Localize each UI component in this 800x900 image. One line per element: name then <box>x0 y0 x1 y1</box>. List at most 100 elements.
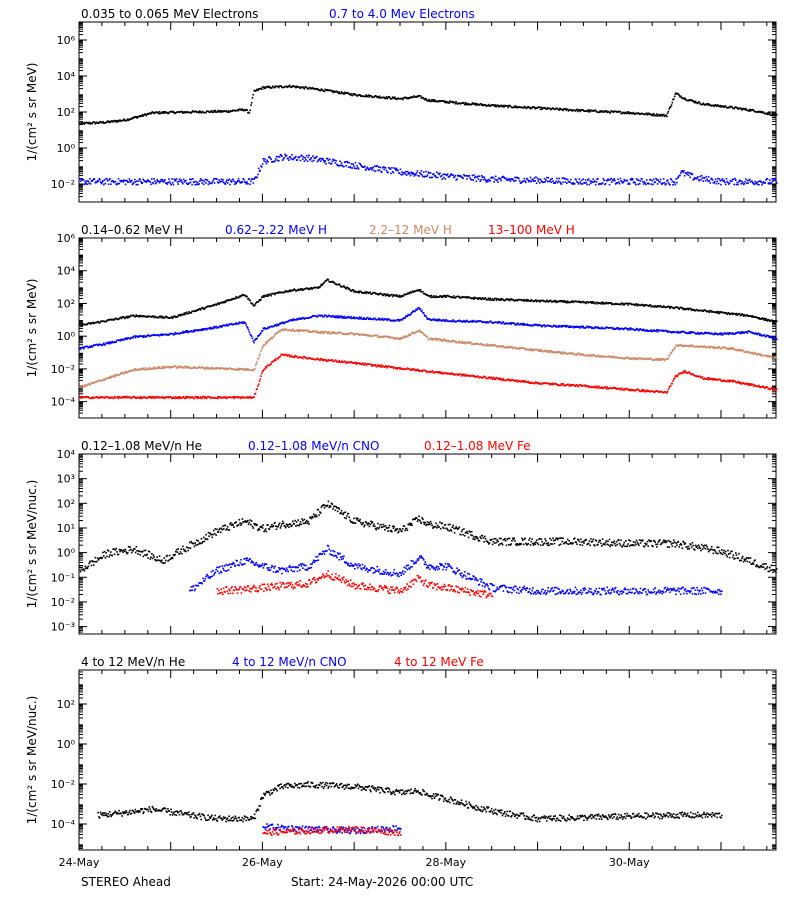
data-point <box>234 181 237 183</box>
data-point <box>360 165 363 167</box>
data-point <box>408 171 410 174</box>
data-point <box>539 178 542 181</box>
data-point <box>201 328 203 330</box>
data-point <box>108 342 110 345</box>
data-point <box>590 109 592 111</box>
data-point <box>533 106 536 109</box>
data-point <box>123 339 125 341</box>
data-point <box>309 86 311 89</box>
data-point <box>188 182 190 185</box>
data-point <box>307 331 310 333</box>
data-point <box>263 343 265 346</box>
data-point <box>446 174 448 176</box>
data-point <box>683 175 686 177</box>
data-point <box>690 332 692 335</box>
data-point <box>443 319 445 321</box>
data-point <box>626 328 629 330</box>
data-point <box>714 181 716 183</box>
data-point <box>89 183 92 185</box>
data-point <box>291 329 293 332</box>
data-point <box>480 179 482 181</box>
data-point <box>337 92 340 95</box>
data-point <box>653 306 656 308</box>
data-point <box>126 338 128 341</box>
data-point <box>601 303 604 305</box>
data-point <box>174 331 176 334</box>
data-point <box>206 179 209 182</box>
data-point <box>668 306 670 308</box>
data-point <box>294 330 296 332</box>
data-point <box>362 318 364 320</box>
data-point <box>582 109 584 111</box>
data-point <box>340 91 343 93</box>
data-point <box>725 312 728 314</box>
data-point <box>357 290 360 293</box>
data-point <box>550 181 553 184</box>
data-point <box>606 179 608 182</box>
data-point <box>671 101 674 104</box>
data-point <box>438 296 440 298</box>
data-point <box>426 316 428 319</box>
data-point <box>514 176 516 179</box>
data-point <box>127 119 130 122</box>
data-point <box>181 331 183 334</box>
data-point <box>527 106 529 108</box>
data-point <box>125 316 128 319</box>
data-point <box>319 157 321 160</box>
data-point <box>702 310 704 313</box>
data-point <box>241 321 244 323</box>
data-point <box>213 304 215 307</box>
data-point <box>542 299 544 302</box>
data-point <box>349 93 351 96</box>
data-point <box>518 180 521 182</box>
data-point <box>433 99 436 101</box>
data-point <box>260 350 262 352</box>
data-point <box>590 182 592 184</box>
data-point <box>97 320 100 323</box>
data-point <box>323 316 325 318</box>
data-point <box>503 106 505 108</box>
data-point <box>134 315 137 318</box>
data-point <box>282 157 285 160</box>
data-point <box>302 317 305 320</box>
data-point <box>137 183 139 186</box>
data-point <box>263 296 265 298</box>
data-point <box>150 183 152 186</box>
data-point <box>270 336 272 339</box>
data-point <box>744 108 746 111</box>
data-point <box>184 331 186 333</box>
data-point <box>745 107 747 110</box>
data-point <box>618 182 621 185</box>
data-point <box>422 171 425 173</box>
data-point <box>170 316 172 319</box>
data-point <box>440 175 443 177</box>
data-point <box>662 306 664 308</box>
data-point <box>487 297 490 300</box>
data-point <box>485 181 488 183</box>
data-point <box>135 116 138 118</box>
data-point <box>770 336 773 338</box>
data-point <box>634 181 636 184</box>
data-point <box>212 180 214 182</box>
data-point <box>731 180 733 182</box>
data-point <box>79 177 81 180</box>
data-point <box>284 153 286 156</box>
data-point <box>299 159 302 162</box>
data-point <box>655 114 657 117</box>
data-point <box>153 366 155 369</box>
data-point <box>134 369 137 372</box>
data-point <box>658 113 660 116</box>
data-point <box>116 120 118 122</box>
data-point <box>502 175 505 178</box>
data-point <box>413 95 416 97</box>
data-point <box>549 325 551 327</box>
data-point <box>544 181 546 183</box>
data-point <box>496 178 498 181</box>
data-point <box>739 107 742 109</box>
data-point <box>765 112 768 115</box>
data-point <box>741 181 744 184</box>
data-point <box>606 111 608 114</box>
data-point <box>469 320 471 323</box>
data-point <box>623 112 625 115</box>
